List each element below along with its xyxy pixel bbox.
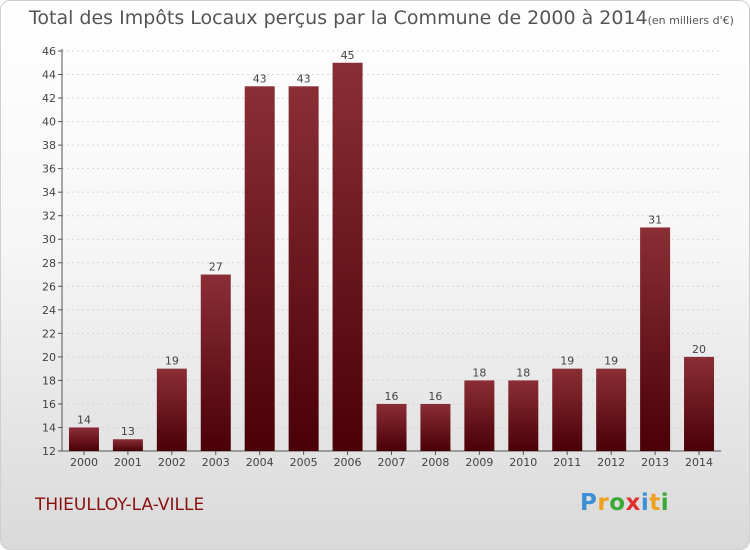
bar	[156, 368, 187, 451]
y-tick-label: 20	[42, 351, 56, 364]
bar	[508, 380, 539, 451]
bar-value-label: 16	[385, 390, 399, 403]
bar	[464, 380, 495, 451]
x-tick-label: 2009	[465, 456, 493, 469]
x-tick-label: 2005	[290, 456, 318, 469]
x-tick-label: 2003	[202, 456, 230, 469]
x-tick-label: 2006	[334, 456, 362, 469]
y-tick-label: 46	[42, 45, 56, 58]
x-tick-label: 2010	[509, 456, 537, 469]
bar-value-label: 18	[472, 366, 486, 379]
x-tick-label: 2000	[70, 456, 98, 469]
y-tick-label: 40	[42, 116, 56, 129]
y-tick-label: 44	[42, 69, 56, 82]
x-axis-ticks: 2000 2001 2002 2003 2004 2005 2006 2007 2008 2009…	[70, 451, 713, 469]
y-tick-label: 28	[42, 257, 56, 270]
y-tick-label: 30	[42, 233, 56, 246]
y-tick-label: 18	[42, 374, 56, 387]
y-tick-label: 34	[42, 186, 56, 199]
y-tick-label: 14	[42, 421, 56, 434]
x-tick-label: 2004	[246, 456, 274, 469]
logo-letter: i	[640, 490, 650, 516]
x-tick-label: 2008	[421, 456, 449, 469]
x-tick-label: 2014	[685, 456, 713, 469]
logo-letter: o	[609, 490, 626, 516]
bar	[376, 403, 407, 451]
bar	[200, 274, 231, 451]
y-tick-label: 24	[42, 304, 56, 317]
x-tick-label: 2001	[114, 456, 142, 469]
logo-letter: P	[580, 490, 598, 516]
bar	[244, 86, 275, 451]
x-tick-label: 2011	[553, 456, 581, 469]
bar	[332, 62, 363, 451]
logo-letter: t	[649, 490, 661, 516]
bar-value-label: 19	[604, 355, 618, 368]
bar	[596, 368, 627, 451]
bar-value-label: 20	[692, 343, 706, 356]
bars: 14 13 19 27 43 43 45 16 16 18 18 19 19 31 20	[68, 49, 715, 451]
x-tick-label: 2002	[158, 456, 186, 469]
bar-value-label: 43	[297, 72, 311, 85]
title-unit: (en milliers d'€)	[647, 14, 734, 27]
bar-value-label: 27	[209, 261, 223, 274]
x-tick-label: 2013	[641, 456, 669, 469]
bar-value-label: 19	[165, 355, 179, 368]
x-tick-label: 2007	[378, 456, 406, 469]
y-tick-label: 36	[42, 163, 56, 176]
x-tick-label: 2012	[597, 456, 625, 469]
y-tick-label: 38	[42, 139, 56, 152]
y-axis-ticks: 12 14 16 18 20 22 24 26 28 30 32 34 36 38 40 42 44 46	[42, 45, 62, 458]
bar	[68, 427, 99, 451]
bar-value-label: 16	[428, 390, 442, 403]
logo-letter: r	[597, 490, 610, 516]
y-tick-label: 26	[42, 280, 56, 293]
bar	[640, 227, 671, 451]
bar-value-label: 43	[253, 72, 267, 85]
bar	[112, 439, 143, 451]
bar	[684, 356, 715, 451]
bar-value-label: 19	[560, 355, 574, 368]
bar-value-label: 13	[121, 425, 135, 438]
bar-value-label: 14	[77, 413, 91, 426]
logo-letter: x	[625, 490, 641, 516]
y-tick-label: 42	[42, 92, 56, 105]
y-tick-label: 32	[42, 210, 56, 223]
y-tick-label: 16	[42, 398, 56, 411]
proxiti-logo: Proxiti	[580, 490, 669, 516]
y-tick-label: 12	[42, 445, 56, 458]
bar-value-label: 45	[341, 49, 355, 62]
logo-letter: i	[660, 490, 670, 516]
bar	[552, 368, 583, 451]
bar-value-label: 31	[648, 213, 662, 226]
chart-title: Total des Impôts Locaux perçus par la Co…	[29, 7, 734, 29]
bar	[288, 86, 319, 451]
title-text: Total des Impôts Locaux perçus par la Co…	[29, 7, 648, 29]
bar	[420, 403, 451, 451]
y-tick-label: 22	[42, 327, 56, 340]
bar-value-label: 18	[516, 366, 530, 379]
commune-name: THIEULLOY-LA-VILLE	[35, 495, 205, 515]
